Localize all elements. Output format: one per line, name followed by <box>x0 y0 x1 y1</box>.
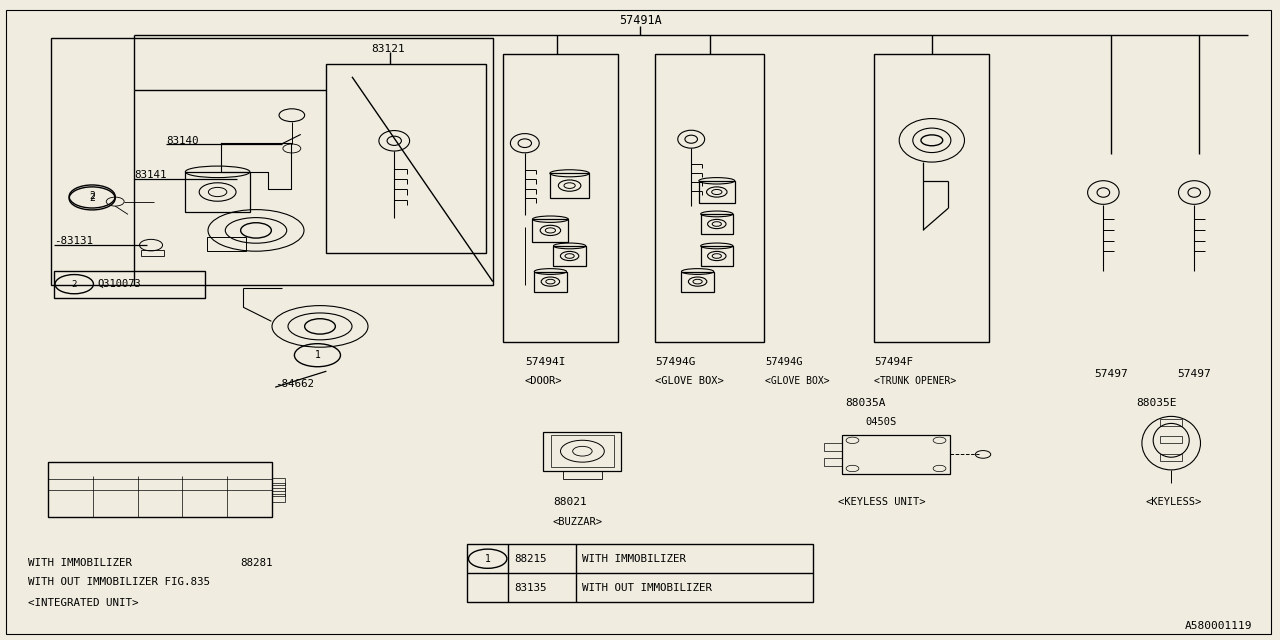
Text: <BUZZAR>: <BUZZAR> <box>553 516 603 527</box>
Bar <box>824 443 842 451</box>
Bar <box>563 470 602 479</box>
Bar <box>824 458 842 466</box>
Text: <GLOVE BOX>: <GLOVE BOX> <box>765 376 829 386</box>
Bar <box>326 64 486 253</box>
Text: 2: 2 <box>72 280 77 289</box>
Bar <box>49 463 273 517</box>
Text: 83135: 83135 <box>515 582 547 593</box>
Text: <INTEGRATED UNIT>: <INTEGRATED UNIT> <box>28 598 138 608</box>
Text: 57494G: 57494G <box>765 356 803 367</box>
Text: A580001119: A580001119 <box>1184 621 1252 631</box>
Text: 83140: 83140 <box>166 136 198 146</box>
Bar <box>207 237 246 251</box>
Bar <box>273 483 285 491</box>
Bar <box>1160 454 1183 461</box>
Text: WITH OUT IMMOBILIZER FIG.835: WITH OUT IMMOBILIZER FIG.835 <box>28 577 210 588</box>
Bar <box>51 38 493 285</box>
Text: 57494I: 57494I <box>525 356 566 367</box>
Bar <box>699 181 735 204</box>
Text: -84662: -84662 <box>275 379 314 389</box>
Bar <box>273 494 285 502</box>
Bar <box>273 477 285 485</box>
Bar <box>700 246 733 266</box>
Text: 2: 2 <box>90 191 95 202</box>
Text: <KEYLESS>: <KEYLESS> <box>1146 497 1202 508</box>
Text: WITH IMMOBILIZER: WITH IMMOBILIZER <box>582 554 686 564</box>
Text: 88021: 88021 <box>553 497 586 508</box>
Bar <box>681 271 714 292</box>
Bar <box>467 544 813 602</box>
Text: <GLOVE BOX>: <GLOVE BOX> <box>655 376 724 386</box>
Text: WITH OUT IMMOBILIZER: WITH OUT IMMOBILIZER <box>582 582 713 593</box>
Text: <DOOR>: <DOOR> <box>525 376 562 386</box>
Text: 1: 1 <box>315 350 320 360</box>
Bar <box>54 271 205 298</box>
Text: 83121: 83121 <box>371 44 404 54</box>
Bar <box>186 172 250 212</box>
Text: 88281: 88281 <box>241 558 273 568</box>
Bar <box>141 250 164 256</box>
Text: 0450S: 0450S <box>865 417 896 428</box>
Bar <box>874 54 989 342</box>
Bar <box>553 246 586 266</box>
Text: -83131: -83131 <box>54 236 92 246</box>
Bar <box>544 432 621 470</box>
Text: WITH IMMOBILIZER: WITH IMMOBILIZER <box>28 558 132 568</box>
Bar <box>273 488 285 496</box>
Bar <box>550 435 614 467</box>
Bar <box>842 435 950 474</box>
Bar <box>534 271 567 292</box>
Text: 88215: 88215 <box>515 554 547 564</box>
Text: <KEYLESS UNIT>: <KEYLESS UNIT> <box>838 497 925 508</box>
Bar <box>1160 436 1183 443</box>
Bar <box>532 219 568 241</box>
Text: 57497: 57497 <box>1178 369 1211 380</box>
Bar <box>655 54 764 342</box>
Text: 57497: 57497 <box>1094 369 1128 380</box>
Text: 88035E: 88035E <box>1137 398 1178 408</box>
Text: 57494F: 57494F <box>874 356 913 367</box>
Bar <box>700 214 733 234</box>
Text: 88035A: 88035A <box>845 398 886 408</box>
Text: 83141: 83141 <box>134 170 166 180</box>
Bar <box>503 54 618 342</box>
Bar <box>550 173 589 198</box>
Text: Q310073: Q310073 <box>97 279 141 289</box>
Text: 57491A: 57491A <box>618 14 662 27</box>
Text: 57494G: 57494G <box>655 356 696 367</box>
Text: 1: 1 <box>485 554 490 564</box>
Text: 2: 2 <box>90 193 95 204</box>
Bar <box>1160 419 1183 426</box>
Text: <TRUNK OPENER>: <TRUNK OPENER> <box>874 376 956 386</box>
